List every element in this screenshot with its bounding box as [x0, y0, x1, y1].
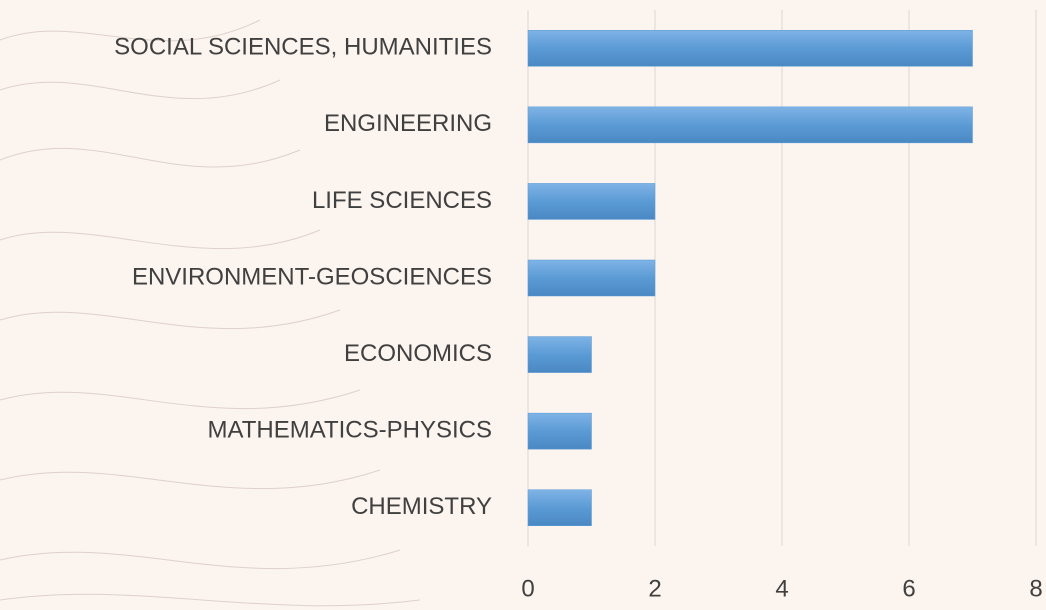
bar	[527, 336, 592, 373]
bar	[527, 489, 592, 526]
x-tick-label: 6	[902, 575, 915, 602]
background-pattern	[0, 19, 421, 607]
bar	[527, 412, 592, 450]
y-tick-label: ECONOMICS	[344, 340, 492, 367]
y-tick-label: CHEMISTRY	[351, 493, 492, 520]
bar	[527, 106, 973, 144]
bar	[527, 30, 973, 67]
x-tick-label: 8	[1029, 575, 1042, 602]
bar	[527, 259, 656, 297]
x-tick-label: 2	[648, 575, 661, 602]
y-tick-label: ENVIRONMENT-GEOSCIENCES	[132, 263, 492, 290]
x-tick-label: 4	[775, 575, 788, 602]
y-tick-label: LIFE SCIENCES	[312, 187, 492, 214]
plot-area: 0 2 4 6 8 SOCIAL SCIENCES, HUMANITIES ENGINEER…	[114, 10, 1043, 602]
bar	[527, 183, 656, 220]
y-tick-label: MATHEMATICS-PHYSICS	[208, 416, 492, 443]
y-tick-label: ENGINEERING	[324, 110, 492, 137]
x-tick-label: 0	[521, 575, 534, 602]
y-tick-label: SOCIAL SCIENCES, HUMANITIES	[114, 34, 492, 61]
